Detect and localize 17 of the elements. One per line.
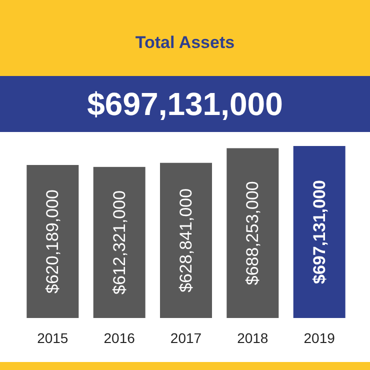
data-label: $612,321,000	[110, 190, 129, 294]
bar	[26, 164, 79, 318]
bar	[293, 146, 346, 318]
chart-subtitle: $697,131,000	[87, 86, 283, 122]
bar	[226, 148, 279, 318]
x-tick-label: 2019	[304, 330, 336, 346]
data-label: $628,841,000	[176, 188, 196, 292]
bar	[93, 166, 146, 318]
bar	[160, 162, 212, 318]
data-label: $688,253,000	[243, 181, 262, 286]
chart-title: Total Assets	[135, 33, 235, 52]
x-tick-label: 2018	[237, 330, 268, 346]
x-tick-label: 2015	[37, 330, 68, 346]
data-label: $620,189,000	[43, 189, 62, 294]
data-label: $697,131,000	[310, 180, 329, 284]
x-tick-label: 2016	[104, 330, 136, 346]
x-tick-label: 2017	[170, 330, 202, 346]
